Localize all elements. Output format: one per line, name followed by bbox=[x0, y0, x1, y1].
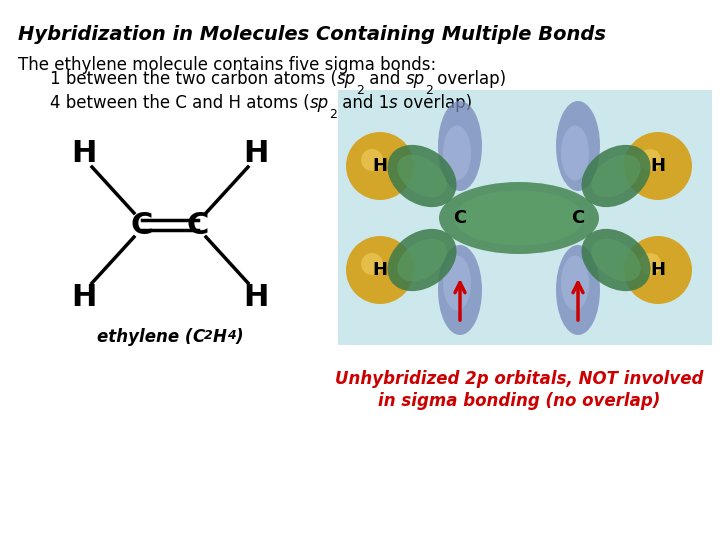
Ellipse shape bbox=[346, 132, 414, 200]
Text: s: s bbox=[389, 94, 397, 112]
FancyBboxPatch shape bbox=[338, 90, 712, 345]
Text: H: H bbox=[243, 282, 269, 312]
Text: Unhybridized 2p orbitals, NOT involved: Unhybridized 2p orbitals, NOT involved bbox=[335, 370, 703, 388]
Ellipse shape bbox=[438, 101, 482, 191]
Text: in sigma bonding (no overlap): in sigma bonding (no overlap) bbox=[378, 392, 660, 410]
Ellipse shape bbox=[397, 239, 446, 281]
Ellipse shape bbox=[582, 229, 651, 291]
Text: C: C bbox=[454, 209, 467, 227]
Ellipse shape bbox=[438, 245, 482, 335]
Text: H: H bbox=[372, 261, 387, 279]
Text: H: H bbox=[372, 157, 387, 175]
Text: 1 between the two carbon atoms (: 1 between the two carbon atoms ( bbox=[50, 70, 337, 88]
Text: 4: 4 bbox=[227, 329, 235, 342]
Ellipse shape bbox=[561, 125, 589, 180]
Ellipse shape bbox=[556, 101, 600, 191]
Ellipse shape bbox=[561, 255, 589, 310]
Text: C: C bbox=[572, 209, 585, 227]
Text: C: C bbox=[192, 328, 204, 346]
Text: 2: 2 bbox=[356, 84, 364, 97]
Ellipse shape bbox=[361, 253, 383, 275]
Ellipse shape bbox=[639, 253, 661, 275]
Ellipse shape bbox=[397, 154, 446, 197]
Text: H: H bbox=[650, 157, 665, 175]
Text: and 1: and 1 bbox=[337, 94, 389, 112]
Ellipse shape bbox=[582, 145, 651, 207]
Text: sp: sp bbox=[310, 94, 329, 112]
Ellipse shape bbox=[624, 236, 692, 304]
Ellipse shape bbox=[387, 145, 456, 207]
Text: 2: 2 bbox=[329, 108, 337, 121]
Text: H: H bbox=[71, 282, 96, 312]
Ellipse shape bbox=[387, 229, 456, 291]
Text: C: C bbox=[186, 211, 210, 240]
Ellipse shape bbox=[556, 245, 600, 335]
Ellipse shape bbox=[443, 125, 471, 180]
Ellipse shape bbox=[591, 154, 641, 197]
Text: C: C bbox=[131, 211, 153, 240]
Ellipse shape bbox=[591, 239, 641, 281]
Text: sp: sp bbox=[337, 70, 356, 88]
Ellipse shape bbox=[439, 182, 599, 254]
Ellipse shape bbox=[639, 149, 661, 171]
Text: H: H bbox=[213, 328, 227, 346]
Text: ethylene (: ethylene ( bbox=[96, 328, 192, 346]
Text: overlap): overlap) bbox=[433, 70, 507, 88]
Ellipse shape bbox=[454, 191, 584, 246]
Text: The ethylene molecule contains five sigma bonds:: The ethylene molecule contains five sigm… bbox=[18, 56, 436, 74]
Text: ): ) bbox=[235, 328, 243, 346]
Text: and: and bbox=[364, 70, 405, 88]
Text: overlap): overlap) bbox=[397, 94, 472, 112]
Ellipse shape bbox=[624, 132, 692, 200]
Text: Hybridization in Molecules Containing Multiple Bonds: Hybridization in Molecules Containing Mu… bbox=[18, 25, 606, 44]
Text: 2: 2 bbox=[204, 329, 213, 342]
Text: 4 between the C and H atoms (: 4 between the C and H atoms ( bbox=[50, 94, 310, 112]
Ellipse shape bbox=[443, 255, 471, 310]
Ellipse shape bbox=[346, 236, 414, 304]
Text: H: H bbox=[243, 138, 269, 167]
Ellipse shape bbox=[361, 149, 383, 171]
Text: 2: 2 bbox=[425, 84, 433, 97]
Text: H: H bbox=[71, 138, 96, 167]
Text: H: H bbox=[650, 261, 665, 279]
Text: sp: sp bbox=[405, 70, 425, 88]
